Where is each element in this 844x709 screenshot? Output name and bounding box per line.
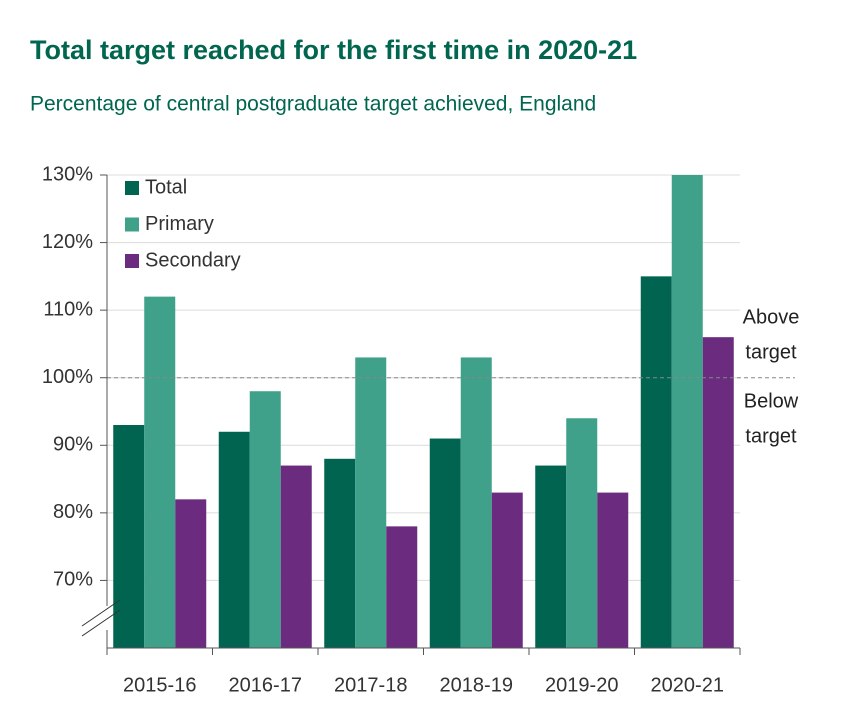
y-tick-label: 120%	[42, 231, 93, 253]
bar	[535, 465, 567, 648]
legend-swatch	[125, 254, 139, 268]
bar	[113, 425, 145, 648]
chart-title: Total target reached for the first time …	[30, 35, 637, 65]
y-tick-label: 110%	[43, 298, 93, 320]
legend-label: Primary	[145, 213, 214, 235]
annotation: target	[745, 341, 797, 363]
bar	[218, 431, 250, 648]
x-tick-label: 2015-16	[123, 674, 196, 696]
y-tick-label: 100%	[42, 366, 93, 388]
y-tick-label: 130%	[42, 163, 93, 185]
bar	[671, 175, 703, 648]
bar	[566, 418, 598, 648]
x-tick-label: 2017-18	[334, 674, 407, 696]
bar	[491, 492, 523, 648]
bar	[460, 357, 492, 648]
legend-label: Secondary	[145, 249, 241, 271]
axis-break	[81, 599, 121, 627]
axis-break-gap	[103, 606, 111, 630]
annotation: Below	[744, 390, 799, 412]
bar	[386, 526, 418, 648]
x-tick-label: 2018-19	[440, 674, 513, 696]
legend-swatch	[125, 217, 139, 232]
annotation: Above	[743, 306, 800, 328]
chart-subtitle: Percentage of central postgraduate targe…	[30, 93, 596, 116]
bar	[280, 465, 312, 648]
legend-swatch	[125, 181, 139, 195]
x-tick-label: 2016-17	[229, 674, 302, 696]
bar	[144, 296, 176, 648]
axis-break	[81, 609, 121, 637]
y-tick-label: 90%	[53, 434, 93, 456]
y-tick-label: 70%	[53, 569, 93, 591]
bar	[597, 492, 629, 648]
x-tick-label: 2020-21	[651, 674, 724, 696]
legend-label: Total	[145, 176, 187, 198]
bar	[324, 458, 356, 648]
bar	[702, 337, 734, 648]
annotation: target	[745, 425, 797, 447]
bar	[640, 276, 672, 648]
y-tick-label: 80%	[53, 501, 93, 523]
bar	[355, 357, 387, 648]
bar	[249, 391, 281, 648]
x-tick-label: 2019-20	[545, 674, 618, 696]
bar	[429, 438, 461, 648]
bar	[175, 499, 207, 648]
